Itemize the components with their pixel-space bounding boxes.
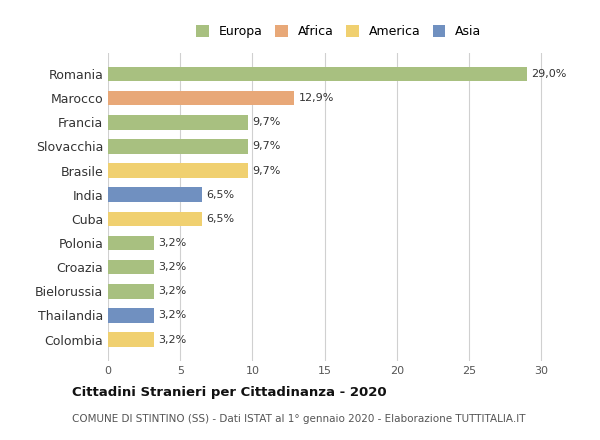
Bar bbox=[108, 212, 202, 226]
Text: Cittadini Stranieri per Cittadinanza - 2020: Cittadini Stranieri per Cittadinanza - 2… bbox=[72, 386, 386, 399]
Text: 12,9%: 12,9% bbox=[299, 93, 334, 103]
Bar bbox=[108, 139, 248, 154]
Text: 9,7%: 9,7% bbox=[253, 141, 281, 151]
Text: COMUNE DI STINTINO (SS) - Dati ISTAT al 1° gennaio 2020 - Elaborazione TUTTITALI: COMUNE DI STINTINO (SS) - Dati ISTAT al … bbox=[72, 414, 526, 425]
Bar bbox=[108, 236, 154, 250]
Bar bbox=[108, 67, 527, 81]
Text: 6,5%: 6,5% bbox=[206, 190, 235, 200]
Text: 9,7%: 9,7% bbox=[253, 165, 281, 176]
Text: 9,7%: 9,7% bbox=[253, 117, 281, 127]
Text: 3,2%: 3,2% bbox=[158, 238, 187, 248]
Text: 3,2%: 3,2% bbox=[158, 334, 187, 345]
Legend: Europa, Africa, America, Asia: Europa, Africa, America, Asia bbox=[190, 19, 488, 44]
Bar bbox=[108, 187, 202, 202]
Bar bbox=[108, 163, 248, 178]
Bar bbox=[108, 260, 154, 275]
Text: 3,2%: 3,2% bbox=[158, 311, 187, 320]
Bar bbox=[108, 284, 154, 298]
Text: 6,5%: 6,5% bbox=[206, 214, 235, 224]
Bar bbox=[108, 308, 154, 323]
Text: 3,2%: 3,2% bbox=[158, 262, 187, 272]
Text: 29,0%: 29,0% bbox=[531, 69, 566, 79]
Bar bbox=[108, 115, 248, 129]
Bar bbox=[108, 332, 154, 347]
Bar bbox=[108, 91, 294, 106]
Text: 3,2%: 3,2% bbox=[158, 286, 187, 296]
